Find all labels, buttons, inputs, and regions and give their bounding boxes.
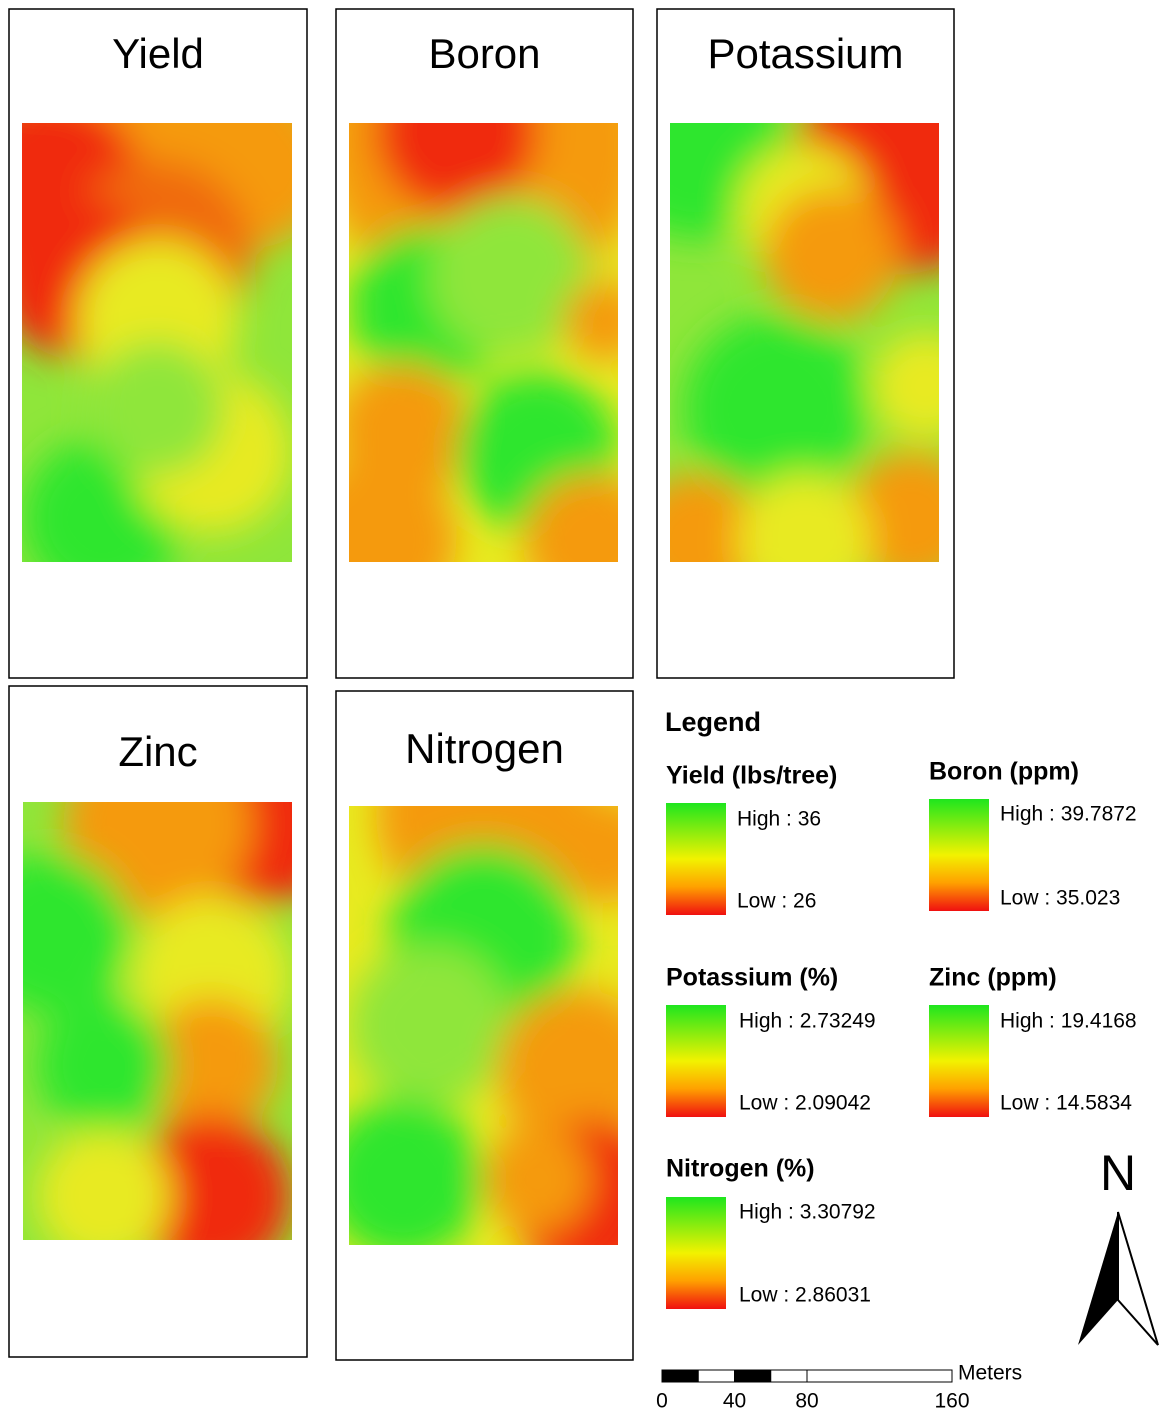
north-label: N <box>1100 1145 1136 1201</box>
map-zone <box>36 997 171 1133</box>
surface-map <box>23 802 292 1240</box>
map-zone <box>23 852 131 1015</box>
panel-title: Nitrogen <box>405 725 564 772</box>
legend-high: High : 2.73249 <box>739 1010 876 1033</box>
surface-map <box>349 806 618 1245</box>
north-arrow <box>1078 1211 1159 1346</box>
legend-swatch <box>666 1197 726 1309</box>
scale-tick-label: 80 <box>795 1390 818 1413</box>
legend-low: Low : 35.023 <box>1000 887 1120 910</box>
panel-title: Yield <box>112 30 204 77</box>
scale-segment <box>734 1369 772 1383</box>
map-zone <box>483 1125 592 1233</box>
map-zone <box>496 988 618 1151</box>
surface-map <box>670 123 939 562</box>
map-blobs <box>23 802 292 1240</box>
panel-title: Boron <box>428 30 540 77</box>
map-zone <box>429 195 592 358</box>
map-blobs <box>670 123 939 562</box>
legend-high: High : 39.7872 <box>1000 803 1137 826</box>
legend-swatch <box>666 1005 726 1117</box>
map-zone <box>523 472 618 562</box>
legend-low: Low : 2.09042 <box>739 1092 871 1115</box>
legend-low: Low : 14.5834 <box>1000 1092 1132 1115</box>
legend-low: Low : 2.86031 <box>739 1284 871 1307</box>
map-zone <box>683 314 872 503</box>
scale-tick-label: 40 <box>723 1390 746 1413</box>
map-blobs <box>349 806 618 1245</box>
panel-title: Potassium <box>707 30 903 77</box>
map-zone <box>349 459 457 562</box>
map-blobs <box>22 123 292 562</box>
surface-map <box>349 123 618 562</box>
scale-segment <box>661 1369 699 1383</box>
scale-tick-label: 0 <box>656 1390 668 1413</box>
map-zone <box>349 944 511 1107</box>
legend-item-title: Potassium (%) <box>666 964 838 992</box>
legend-high: High : 36 <box>737 808 821 831</box>
map-zone <box>737 472 872 562</box>
map-zone <box>130 1115 292 1240</box>
map-zone <box>89 340 225 476</box>
map-zone <box>36 1128 171 1240</box>
surface-map <box>22 123 292 562</box>
map-zone <box>144 997 279 1133</box>
scale-unit: Meters <box>958 1362 1022 1385</box>
legend-item-title: Zinc (ppm) <box>929 964 1057 992</box>
legend-low: Low : 26 <box>737 890 816 913</box>
map-zone <box>550 806 618 904</box>
legend-swatch <box>929 1005 989 1117</box>
map-zone <box>764 187 899 322</box>
legend-title: Legend <box>665 707 761 737</box>
scale-tick-label: 160 <box>934 1390 969 1413</box>
scale-segment <box>770 1369 808 1383</box>
legend-item-title: Yield (lbs/tree) <box>666 762 837 790</box>
legend-high: High : 19.4168 <box>1000 1010 1137 1033</box>
legend-item-title: Nitrogen (%) <box>666 1155 815 1183</box>
scale-segment <box>806 1369 953 1383</box>
map-zone <box>349 1098 484 1245</box>
map-zone <box>375 123 538 213</box>
legend-swatch <box>929 799 989 911</box>
map-blobs <box>349 123 618 562</box>
map-zone <box>871 332 939 441</box>
legend-item-title: Boron (ppm) <box>929 758 1079 786</box>
map-zone <box>564 280 618 361</box>
panel-title: Zinc <box>118 728 197 775</box>
legend-swatch <box>666 803 726 915</box>
scale-segment <box>697 1369 735 1383</box>
legend-high: High : 3.30792 <box>739 1201 876 1224</box>
